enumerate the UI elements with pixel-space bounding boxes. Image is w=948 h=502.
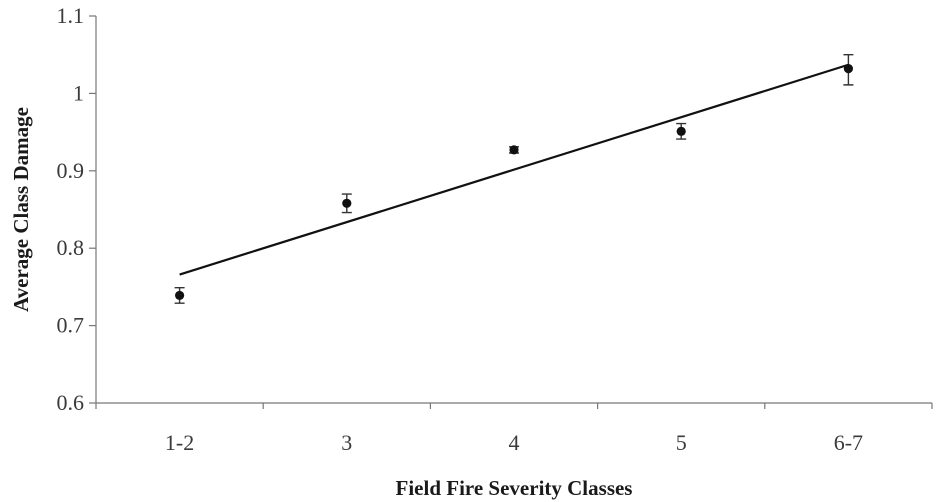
x-axis-ticks: 1-2 3 4 5 6-7: [95, 403, 933, 455]
y-tick-label: 0.6: [57, 390, 85, 415]
data-point: [676, 126, 686, 136]
error-bars: [174, 54, 854, 304]
x-tick-label: 6-7: [834, 430, 863, 455]
y-tick-label: 0.8: [57, 235, 85, 260]
x-tick-label: 3: [341, 430, 352, 455]
y-tick-label: 1.1: [57, 3, 85, 28]
data-points: [175, 64, 854, 301]
data-point: [342, 198, 352, 208]
data-point: [509, 145, 519, 155]
trend-line: [179, 63, 849, 276]
y-tick-label: 0.9: [57, 158, 85, 183]
y-tick-label: 0.7: [57, 313, 85, 338]
x-tick-label: 5: [676, 430, 687, 455]
x-tick-label: 1-2: [165, 430, 194, 455]
x-axis-title: Field Fire Severity Classes: [396, 476, 633, 500]
y-axis-ticks: 0.6 0.7 0.8 0.9 1 1.1: [57, 3, 96, 415]
y-tick-label: 1: [73, 80, 84, 105]
data-point: [175, 290, 185, 301]
x-tick-label: 4: [509, 430, 520, 455]
data-point: [843, 64, 854, 74]
y-axis-title: Average Class Damage: [9, 107, 33, 312]
